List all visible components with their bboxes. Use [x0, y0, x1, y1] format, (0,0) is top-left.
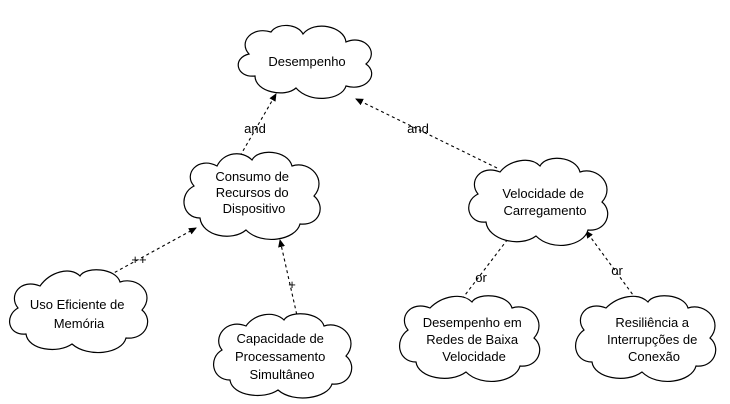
consumo-line-2: Recursos do [216, 185, 289, 200]
node-label-processamento: Capacidade de Processamento Simultâneo [235, 331, 329, 382]
edge-consumo-to-desempenho: and [239, 93, 277, 157]
consumo-line-1: Consumo de [215, 169, 289, 184]
resiliencia-line-2: Interrupções de [607, 332, 697, 347]
node-memoria: Uso Eficiente de Memória [9, 269, 149, 354]
resiliencia-line-1: Resiliência a [615, 315, 689, 330]
edge-memoria-to-consumo: ++ [98, 227, 197, 282]
node-redes: Desempenho em Redes de Baixa Velocidade [399, 295, 541, 382]
node-label-velocidade: Velocidade de Carregamento [502, 186, 587, 218]
consumo-line-3: Dispositivo [223, 201, 286, 216]
node-resiliencia: Resiliência a Interrupções de Conexão [575, 295, 717, 382]
node-label-redes: Desempenho em Redes de Baixa Velocidade [423, 315, 526, 364]
edge-label-resiliencia-velocidade: or [611, 263, 623, 278]
memoria-line-2: Memória [54, 316, 105, 331]
memoria-line-1: Uso Eficiente de [30, 297, 125, 312]
processamento-line-2: Processamento [235, 349, 325, 364]
redes-line-3: Velocidade [442, 349, 506, 364]
edge-velocidade-to-desempenho: and [355, 98, 498, 169]
node-velocidade: Velocidade de Carregamento [468, 157, 609, 246]
node-processamento: Capacidade de Processamento Simultâneo [213, 313, 353, 399]
velocidade-line-2: Carregamento [503, 203, 586, 218]
redes-line-1: Desempenho em [423, 315, 522, 330]
velocidade-line-1: Velocidade de [502, 186, 584, 201]
node-label-consumo: Consumo de Recursos do Dispositivo [215, 169, 292, 216]
edge-label-redes-velocidade: or [475, 270, 487, 285]
desempenho-line-1: Desempenho [268, 54, 345, 69]
node-label-memoria: Uso Eficiente de Memória [30, 297, 128, 331]
edge-processamento-to-consumo: + [278, 239, 299, 321]
node-consumo: Consumo de Recursos do Dispositivo [183, 151, 321, 240]
edge-resiliencia-to-velocidade: or [585, 230, 637, 300]
edge-label-consumo-desempenho: and [244, 121, 266, 136]
edge-redes-to-velocidade: or [461, 230, 515, 300]
resiliencia-line-3: Conexão [628, 349, 680, 364]
node-desempenho: Desempenho [237, 24, 373, 99]
edge-label-memoria-consumo: ++ [131, 252, 146, 267]
processamento-line-3: Simultâneo [249, 367, 314, 382]
processamento-line-1: Capacidade de [236, 331, 323, 346]
node-label-resiliencia: Resiliência a Interrupções de Conexão [607, 315, 701, 364]
edge-label-velocidade-desempenho: and [407, 121, 429, 136]
edge-label-processamento-consumo: + [288, 277, 296, 292]
node-label-desempenho: Desempenho [268, 54, 345, 69]
redes-line-2: Redes de Baixa [426, 332, 519, 347]
